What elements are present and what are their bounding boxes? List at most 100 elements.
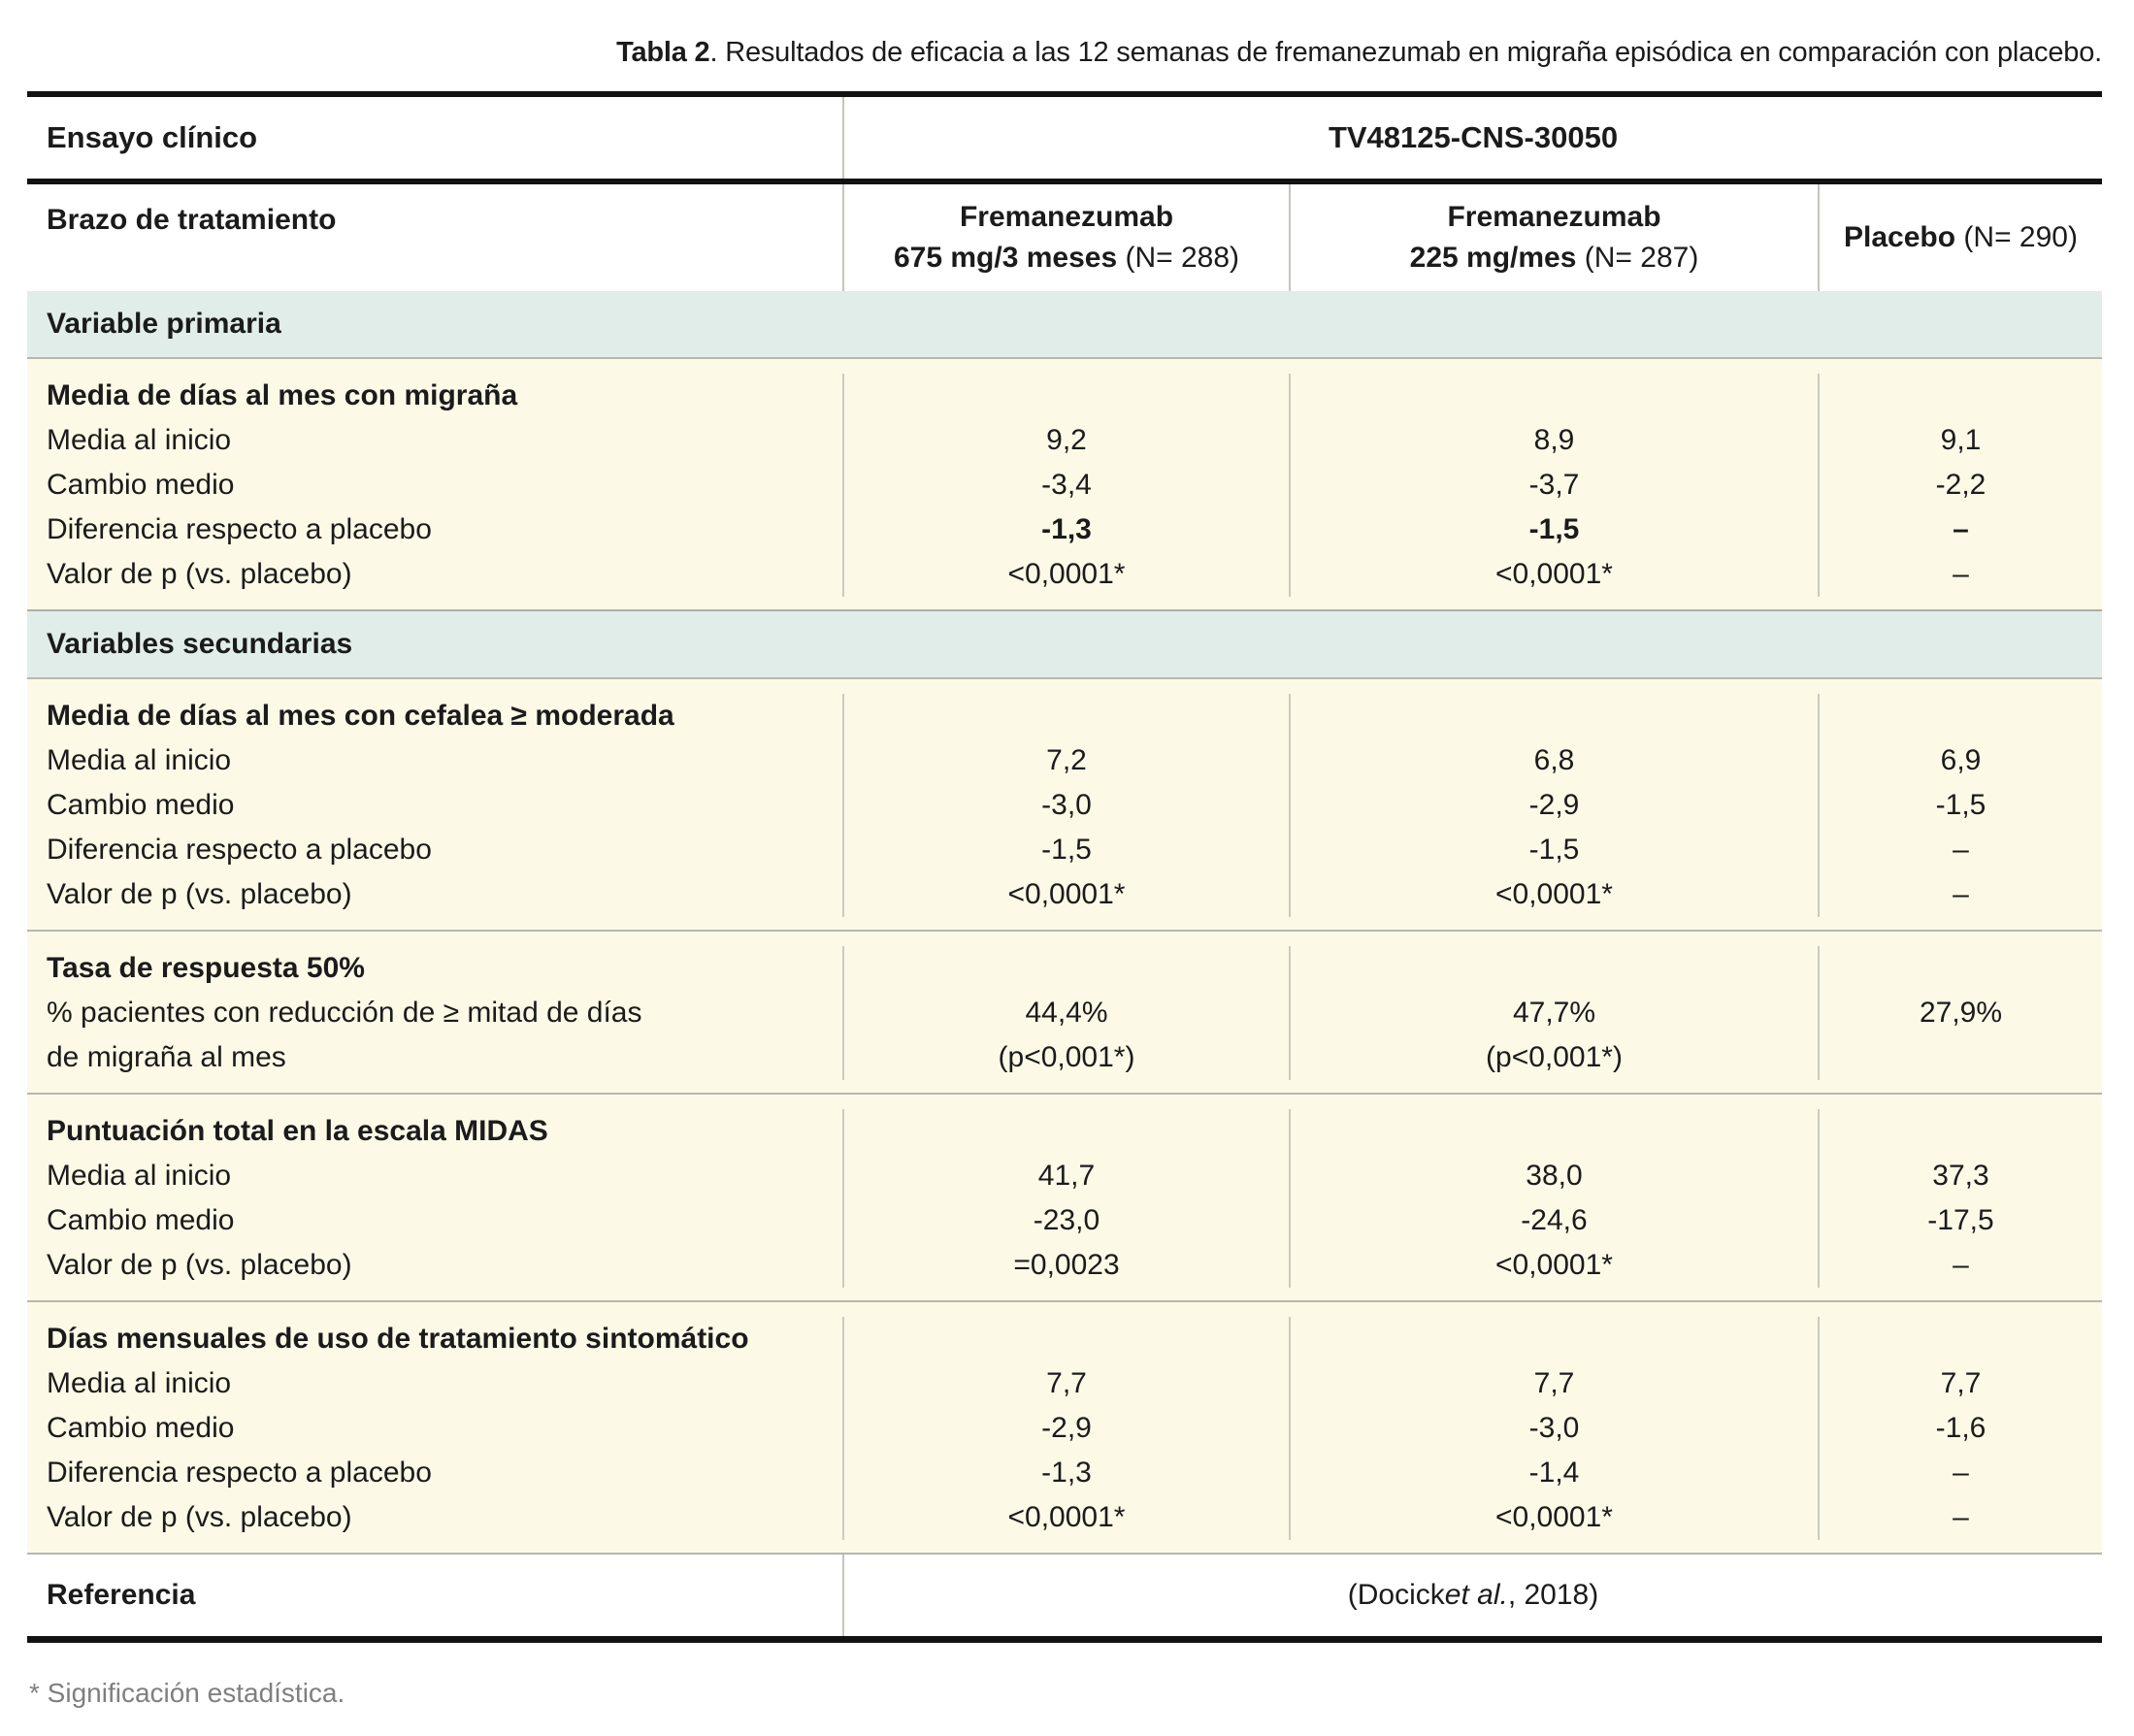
cell-value: 6,8	[1289, 738, 1818, 783]
drug-and-n: Placebo (N= 290)	[1844, 221, 2078, 253]
column-header-placebo: Placebo (N= 290)	[1818, 184, 2102, 291]
cell-value: 47,7%	[1289, 991, 1818, 1035]
efficacy-table: Ensayo clínico TV48125-CNS-30050 Brazo d…	[27, 91, 2102, 1643]
cell-value: 44,4%	[842, 991, 1289, 1035]
table-row: Media al inicio 7,7 7,7 7,7	[27, 1361, 2102, 1406]
cell-value: <0,0001*	[1289, 1495, 1818, 1540]
table-row: Días mensuales de uso de tratamiento sin…	[27, 1317, 2102, 1361]
row-label: Valor de p (vs. placebo)	[47, 1249, 352, 1281]
reference-citation: (Docick et al., 2018)	[842, 1555, 2102, 1636]
drug-name: Fremanezumab	[959, 201, 1174, 233]
cell-value: 27,9%	[1818, 991, 2102, 1035]
row-label: Diferencia respecto a placebo	[47, 1457, 432, 1489]
cell-value: -1,5	[1818, 783, 2102, 828]
trial-id-value: TV48125-CNS-30050	[842, 97, 2102, 179]
trial-row-label: Ensayo clínico	[47, 120, 258, 154]
cell-value	[842, 946, 1289, 991]
cell-value: <0,0001*	[842, 1495, 1289, 1540]
treatment-arm-header-row: Brazo de tratamiento Fremanezumab 675 mg…	[27, 184, 2102, 291]
cell-value: <0,0001*	[1289, 1243, 1818, 1288]
cell-value	[1289, 694, 1818, 738]
cell-value: -1,5	[1289, 508, 1818, 552]
cell-value: 7,7	[1289, 1361, 1818, 1406]
section-title: Variables secundarias	[47, 628, 353, 660]
arm-row-label: Brazo de tratamiento	[47, 204, 337, 236]
section-title: Variable primaria	[47, 308, 281, 340]
section-header-band: Variable primaria	[27, 291, 2102, 357]
cell-value: -2,9	[1289, 783, 1818, 828]
cell-value	[1818, 374, 2102, 418]
cell-value: 8,9	[1289, 418, 1818, 463]
table-row: Cambio medio -23,0 -24,6 -17,5	[27, 1198, 2102, 1243]
row-group-title: Tasa de respuesta 50%	[47, 952, 365, 984]
row-label: Cambio medio	[47, 469, 235, 501]
row-group-title: Puntuación total en la escala MIDAS	[47, 1115, 548, 1147]
cell-value	[842, 1317, 1289, 1361]
cell-value: –	[1818, 828, 2102, 872]
statistical-significance-footnote: * Significación estadística.	[29, 1678, 345, 1708]
caption-text: . Resultados de eficacia a las 12 semana…	[709, 37, 2103, 68]
cell-value: 9,1	[1818, 418, 2102, 463]
table-row: Valor de p (vs. placebo) <0,0001* <0,0001*…	[27, 1495, 2102, 1540]
cell-value: <0,0001*	[1289, 872, 1818, 917]
column-header-fremanezumab-225: Fremanezumab 225 mg/mes (N= 287)	[1289, 184, 1818, 291]
table-row: Valor de p (vs. placebo) <0,0001* <0,0001*…	[27, 552, 2102, 597]
cell-value: 6,9	[1818, 738, 2102, 783]
trial-id-row: Ensayo clínico TV48125-CNS-30050	[27, 97, 2102, 184]
cell-value: -3,4	[842, 463, 1289, 508]
cell-value: 7,7	[842, 1361, 1289, 1406]
cell-value: –	[1818, 872, 2102, 917]
row-label: de migraña al mes	[47, 1041, 286, 1073]
row-label: Cambio medio	[47, 1204, 235, 1236]
cell-value	[1289, 374, 1818, 418]
cell-value	[842, 1109, 1289, 1154]
data-block: Media de días al mes con cefalea ≥ moder…	[27, 677, 2102, 930]
row-group-title: Media de días al mes con cefalea ≥ moder…	[47, 700, 674, 732]
table-caption: Tabla 2. Resultados de eficacia a las 12…	[27, 35, 2102, 70]
cell-value	[1818, 1035, 2102, 1080]
drug-name: Fremanezumab	[1447, 201, 1661, 233]
row-label: Valor de p (vs. placebo)	[47, 1501, 352, 1533]
cell-value: -24,6	[1289, 1198, 1818, 1243]
cell-value	[842, 374, 1289, 418]
row-label: Media al inicio	[47, 1367, 232, 1399]
cell-value: 37,3	[1818, 1154, 2102, 1198]
row-group-title: Media de días al mes con migraña	[47, 379, 518, 411]
cell-value: 9,2	[842, 418, 1289, 463]
table-row: Media al inicio 41,7 38,0 37,3	[27, 1154, 2102, 1198]
row-label: Media al inicio	[47, 1160, 232, 1192]
cell-value: <0,0001*	[842, 552, 1289, 597]
table-row: Media de días al mes con cefalea ≥ moder…	[27, 694, 2102, 738]
cell-value: -1,5	[842, 828, 1289, 872]
table-row: Cambio medio -3,0 -2,9 -1,5	[27, 783, 2102, 828]
cell-value: 7,2	[842, 738, 1289, 783]
table-row: Diferencia respecto a placebo -1,3 -1,4–	[27, 1451, 2102, 1495]
table-row: Cambio medio -3,4 -3,7 -2,2	[27, 463, 2102, 508]
cell-value	[1818, 1317, 2102, 1361]
column-header-fremanezumab-675: Fremanezumab 675 mg/3 meses (N= 288)	[842, 184, 1289, 291]
table-row: % pacientes con reducción de ≥ mitad de …	[27, 991, 2102, 1035]
row-label: Diferencia respecto a placebo	[47, 513, 432, 545]
table-row: Media al inicio 7,2 6,8 6,9	[27, 738, 2102, 783]
dose-and-n: 675 mg/3 meses (N= 288)	[893, 242, 1240, 274]
cell-value: -3,0	[1289, 1406, 1818, 1451]
table-figure: Tabla 2. Resultados de eficacia a las 12…	[27, 35, 2102, 1736]
table-row: Diferencia respecto a placebo -1,3 -1,5–	[27, 508, 2102, 552]
cell-value: -1,4	[1289, 1451, 1818, 1495]
table-row: Media al inicio 9,2 8,9 9,1	[27, 418, 2102, 463]
cell-value: -3,7	[1289, 463, 1818, 508]
cell-value: -2,9	[842, 1406, 1289, 1451]
cell-value: -23,0	[842, 1198, 1289, 1243]
caption-number: Tabla 2	[616, 37, 710, 68]
dose-and-n: 225 mg/mes (N= 287)	[1409, 242, 1699, 274]
cell-value: -17,5	[1818, 1198, 2102, 1243]
table-row: Puntuación total en la escala MIDAS	[27, 1109, 2102, 1154]
table-row: Tasa de respuesta 50%	[27, 946, 2102, 991]
table-row: Valor de p (vs. placebo) <0,0001* <0,0001*…	[27, 872, 2102, 917]
table-row: Valor de p (vs. placebo) =0,0023 <0,0001* –	[27, 1243, 2102, 1288]
cell-value	[842, 694, 1289, 738]
row-label: Cambio medio	[47, 789, 235, 821]
data-block: Media de días al mes con migraña Media al…	[27, 357, 2102, 609]
table-row: Diferencia respecto a placebo -1,5 -1,5–	[27, 828, 2102, 872]
